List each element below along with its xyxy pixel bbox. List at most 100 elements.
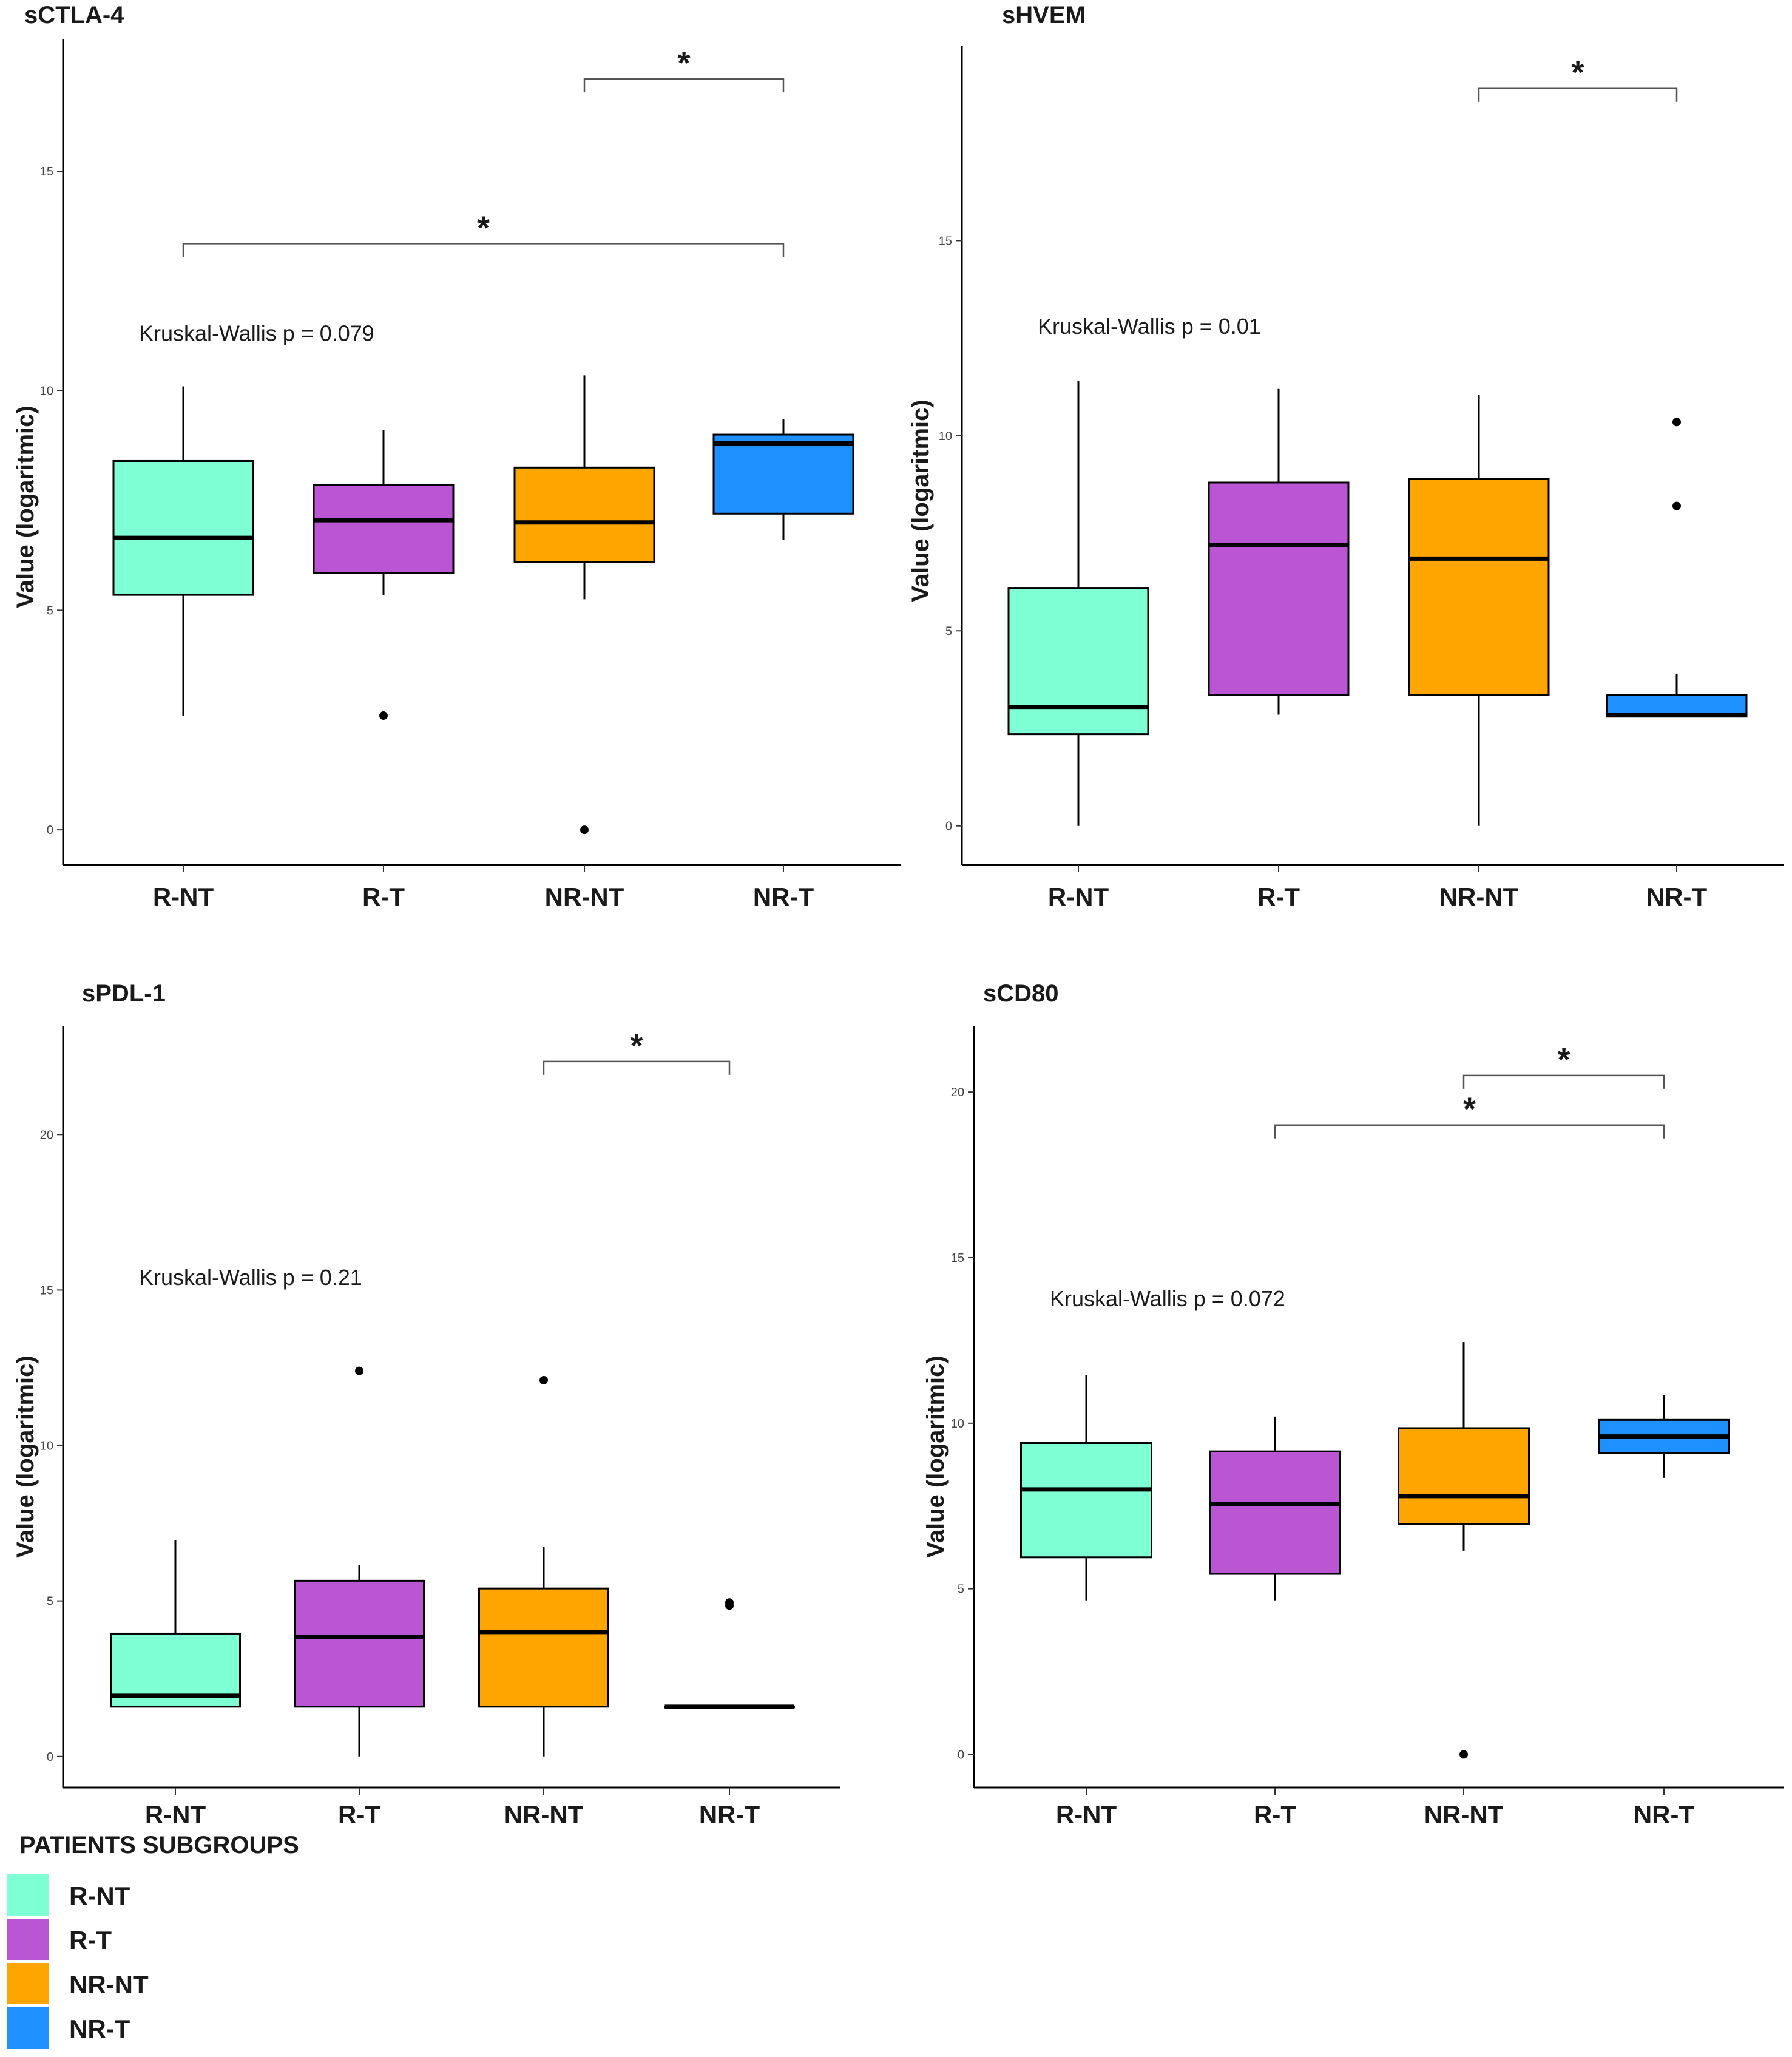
bracket-line <box>182 243 785 257</box>
outlier-point <box>580 825 589 835</box>
y-tick-label: 15 <box>40 165 53 178</box>
significance-star: * <box>1463 1091 1476 1128</box>
x-tick-label: NR-T <box>1634 1800 1695 1829</box>
chart-shvem: sHVEM 0 5 10 15 Value (logaritmic) R-NT R-T NR-N… <box>907 2 1784 911</box>
legend-swatch <box>7 1963 49 2004</box>
box-r-t <box>313 430 455 720</box>
chart-title: sPDL-1 <box>82 980 166 1007</box>
y-tick-label: 15 <box>40 1284 53 1297</box>
x-tick-label: R-NT <box>145 1800 206 1829</box>
y-tick-label: 10 <box>951 1417 964 1431</box>
bracket-line <box>1462 1074 1665 1089</box>
box-iqr <box>1398 1427 1530 1525</box>
y-axis-label: Value (logaritmic) <box>907 399 934 602</box>
x-tick-label: R-T <box>1254 1800 1296 1829</box>
x-tick-label: NR-NT <box>504 1800 584 1829</box>
legend-title: PATIENTS SUBGROUPS <box>19 1832 299 1859</box>
box-nr-nt <box>513 375 655 835</box>
box-iqr <box>1209 1450 1341 1575</box>
legend-item-nr-nt: NR-NT <box>7 1963 250 2005</box>
legend-label: R-NT <box>69 1882 130 1910</box>
x-tick-label: R-NT <box>1048 883 1109 911</box>
significance-bracket: * <box>543 1028 731 1075</box>
y-tick-label: 20 <box>951 1086 964 1099</box>
y-axis-label: Value (logaritmic) <box>12 405 39 608</box>
outlier-point <box>1672 418 1681 427</box>
box-iqr <box>1007 587 1149 736</box>
box-iqr <box>513 466 655 563</box>
legend-swatch <box>7 1919 49 1960</box>
bracket-line <box>1478 87 1678 102</box>
box-iqr <box>1208 481 1350 696</box>
outlier-point <box>379 711 388 720</box>
box-iqr <box>313 484 455 574</box>
x-tick-label: NR-T <box>753 883 814 911</box>
y-tick-label: 0 <box>958 1748 964 1761</box>
box-nr-t <box>1606 418 1748 718</box>
kruskal-wallis-annotation: Kruskal-Wallis p = 0.01 <box>1038 314 1261 339</box>
box-r-nt <box>112 386 254 716</box>
box-r-t <box>1209 1416 1341 1601</box>
box-r-t <box>1208 388 1350 715</box>
y-tick-label: 10 <box>40 1440 53 1453</box>
legend-item-r-t: R-T <box>7 1919 250 1961</box>
bracket-line <box>1274 1124 1665 1139</box>
legend-item-nr-t: NR-T <box>7 2007 250 2050</box>
y-tick-label: 0 <box>47 824 53 837</box>
y-axis-label: Value (logaritmic) <box>922 1355 949 1557</box>
significance-star: * <box>1557 1042 1570 1078</box>
kruskal-wallis-annotation: Kruskal-Wallis p = 0.072 <box>1050 1286 1285 1311</box>
box-nr-t <box>1598 1395 1730 1478</box>
significance-bracket: * <box>583 45 785 93</box>
y-tick-label: 10 <box>939 430 952 443</box>
x-tick-label: R-T <box>362 883 405 911</box>
legend-label: R-T <box>69 1926 112 1954</box>
bracket-line <box>543 1060 731 1075</box>
box-nr-t <box>664 1598 795 1709</box>
x-tick-label: R-NT <box>153 883 214 911</box>
significance-bracket: * <box>182 209 785 257</box>
box-r-nt <box>1020 1375 1152 1601</box>
chart-title: sHVEM <box>1002 2 1086 29</box>
outlier-point <box>1672 501 1681 510</box>
y-tick-label: 5 <box>945 625 952 638</box>
chart-title: sCD80 <box>983 980 1059 1007</box>
y-tick-label: 0 <box>945 820 952 833</box>
box-iqr <box>1020 1442 1152 1559</box>
legend-swatch <box>7 1874 49 1916</box>
significance-bracket: * <box>1274 1091 1665 1139</box>
box-nr-nt <box>1408 395 1550 826</box>
y-axis-label: Value (logaritmic) <box>12 1355 39 1557</box>
significance-bracket: * <box>1478 55 1678 102</box>
significance-star: * <box>630 1028 643 1064</box>
y-tick-label: 15 <box>951 1252 964 1265</box>
outlier-point <box>1459 1750 1468 1759</box>
legend: PATIENTS SUBGROUPS R-NT R-T NR-NT NR-T <box>7 1832 371 2050</box>
box-r-nt <box>1007 381 1149 826</box>
box-r-t <box>294 1366 425 1757</box>
significance-bracket: * <box>1462 1042 1665 1089</box>
x-tick-label: R-NT <box>1056 1800 1117 1829</box>
box-iqr <box>478 1587 609 1708</box>
box-r-nt <box>110 1540 241 1708</box>
outlier-point <box>355 1366 363 1375</box>
outlier-point <box>539 1375 548 1384</box>
kruskal-wallis-annotation: Kruskal-Wallis p = 0.21 <box>139 1265 362 1290</box>
y-tick-label: 5 <box>47 1595 53 1608</box>
significance-star: * <box>1571 55 1584 91</box>
box-iqr <box>294 1579 425 1708</box>
box-nr-nt <box>478 1375 609 1757</box>
y-tick-label: 15 <box>939 234 952 248</box>
x-tick-label: NR-T <box>699 1800 760 1829</box>
x-tick-label: NR-T <box>1646 883 1708 911</box>
chart-title: sCTLA-4 <box>24 2 124 29</box>
y-tick-label: 0 <box>47 1750 53 1764</box>
x-tick-label: NR-NT <box>1424 1800 1504 1829</box>
box-iqr <box>712 433 854 515</box>
x-tick-label: R-T <box>1257 883 1300 911</box>
box-iqr <box>112 459 254 596</box>
legend-item-r-nt: R-NT <box>7 1874 250 1917</box>
x-tick-label: NR-NT <box>545 883 624 911</box>
chart-scd80: sCD80 0 5 10 15 20 Value (logaritmic) R-NT R-T NR… <box>922 980 1784 1829</box>
box-iqr <box>1408 478 1550 696</box>
